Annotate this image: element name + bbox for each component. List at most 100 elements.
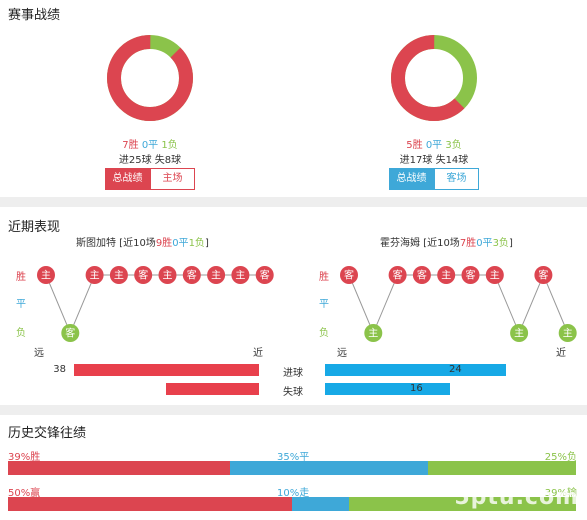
away-axis-near: 近	[556, 348, 566, 359]
home-draw-count: 0平	[141, 140, 159, 151]
home-form-point	[255, 266, 274, 284]
home-axis-win: 胜	[16, 272, 26, 283]
away-form-point-label: 客	[466, 269, 476, 282]
away-recent-caption: 霍芬海姆 [近10场7胜0平3负]	[380, 234, 513, 249]
away-form-point	[461, 266, 480, 284]
away-recent-l: 3负	[492, 238, 509, 249]
home-goals-against-bar	[165, 383, 259, 395]
history-draw-segment	[229, 461, 429, 475]
away-venue-button[interactable]: 客场	[434, 168, 479, 190]
home-form-point	[37, 266, 55, 284]
away-axis-draw: 平	[319, 299, 329, 310]
home-form-point-label: 客	[187, 269, 197, 282]
home-goals-for-bar	[74, 364, 259, 376]
record-title: 赛事战绩	[8, 8, 61, 23]
away-form-point	[558, 324, 577, 342]
home-form-point-label: 主	[163, 270, 173, 282]
history-handicap-push-label: 10%走	[277, 488, 310, 499]
history-result-bar	[8, 461, 576, 475]
away-total-button[interactable]: 总战绩	[389, 168, 434, 190]
home-team-name: 斯图加特	[76, 238, 116, 249]
home-axis-loss: 负	[16, 328, 26, 339]
home-form-point-label: 主	[211, 270, 221, 282]
home-form-point	[207, 266, 226, 284]
home-venue-button[interactable]: 主场	[150, 168, 195, 190]
history-win-label: 39%胜	[8, 452, 41, 463]
history-title: 历史交锋往绩	[8, 426, 87, 441]
home-form-point	[109, 266, 128, 284]
away-axis-loss: 负	[319, 328, 329, 339]
away-form-point	[437, 266, 456, 284]
away-draw-count: 0平	[425, 140, 443, 151]
goals-for-label: 进球	[283, 368, 303, 379]
away-form-line: 客主客客主客主主客主	[340, 266, 577, 342]
history-draw-label: 35%平	[277, 452, 310, 463]
away-recent-prefix: [近10场	[420, 238, 460, 249]
away-form-point	[340, 266, 358, 284]
goals-against-label: 失球	[283, 387, 303, 398]
away-form-point-label: 主	[368, 328, 378, 340]
away-recent-w: 7胜	[459, 238, 477, 249]
home-total-button[interactable]: 总战绩	[105, 168, 150, 190]
home-recent-d: 0平	[172, 238, 189, 249]
home-form-point-label: 主	[114, 270, 124, 282]
away-donut-ring	[391, 34, 477, 121]
home-form-polyline	[45, 274, 265, 335]
away-form-point	[534, 266, 553, 284]
away-team-name: 霍芬海姆	[380, 238, 420, 249]
home-donut-ring	[107, 35, 193, 122]
home-recent-suffix: ]	[204, 238, 209, 249]
record-panel: 赛事战绩 7胜 0平 1负 进25球 失8球 总战绩 主场 5胜 0平 3负 进…	[0, 0, 587, 197]
away-form-point	[485, 266, 504, 284]
home-form-point	[61, 324, 80, 342]
history-loss-label: 25%负	[544, 452, 577, 463]
recent-form-chart: 主客主主客主客主主客 客主客客主客主主客主	[37, 266, 577, 342]
away-form-point-label: 主	[514, 328, 524, 340]
home-recent-l: 1负	[188, 238, 205, 249]
away-form-polyline	[348, 273, 569, 335]
home-form-point-label: 主	[235, 270, 245, 282]
away-form-point-label: 主	[490, 270, 500, 282]
history-handicap-loss-label: 39%输	[544, 488, 577, 499]
recent-panel: 近期表现 斯图加特 [近10场9胜0平1负] 霍芬海姆 [近10场7胜0平3负]…	[0, 207, 587, 405]
away-recent-d: 0平	[476, 238, 493, 249]
home-form-point-label: 主	[90, 270, 100, 282]
home-donut	[107, 34, 477, 122]
away-goals-against-bar	[325, 383, 450, 395]
away-goals: 进17球 失14球	[399, 155, 469, 166]
home-form-point-label: 客	[65, 327, 75, 340]
home-form-point-label: 主	[41, 270, 51, 282]
home-recent-prefix: [近10场	[116, 238, 156, 249]
home-recent-caption: 斯图加特 [近10场9胜0平1负]	[76, 234, 209, 249]
history-handicap-win-label: 50%赢	[8, 488, 41, 499]
home-recent-w: 9胜	[155, 238, 173, 249]
history-handicap-bar	[8, 497, 576, 511]
home-win-count: 7胜	[122, 140, 139, 151]
away-form-point	[412, 266, 431, 284]
recent-title: 近期表现	[8, 220, 61, 235]
history-loss-segment	[428, 461, 576, 475]
home-form-point	[134, 266, 153, 284]
home-axis-draw: 平	[16, 299, 26, 310]
away-form-point	[510, 324, 529, 342]
history-handicap-win-segment	[8, 497, 292, 511]
home-summary: 7胜 0平 1负	[75, 136, 225, 151]
home-form-point	[182, 266, 201, 284]
home-form-line: 主客主主客主客主主客	[37, 266, 274, 342]
home-goals: 进25球 失8球	[118, 155, 182, 166]
home-axis-far: 远	[34, 348, 44, 359]
away-axis-far: 远	[337, 348, 347, 359]
away-donut-win-arc	[391, 34, 477, 121]
away-goals-for-bar	[325, 364, 507, 376]
away-form-point-label: 客	[417, 269, 427, 282]
watermark-logo: 5ptu.com	[454, 485, 579, 510]
away-axis-win: 胜	[319, 272, 329, 283]
home-form-point-label: 客	[138, 269, 148, 282]
away-form-point-label: 客	[344, 269, 354, 282]
home-goals-for-value: 38	[53, 364, 66, 375]
history-win-segment	[8, 461, 230, 475]
history-panel: 历史交锋往绩 39%胜 35%平 25%负 50%赢 10%走 39%输 5pt…	[0, 415, 587, 520]
away-goals-against-value: 16	[410, 383, 423, 394]
away-form-point-label: 主	[563, 328, 573, 340]
history-handicap-loss-segment	[348, 497, 576, 511]
